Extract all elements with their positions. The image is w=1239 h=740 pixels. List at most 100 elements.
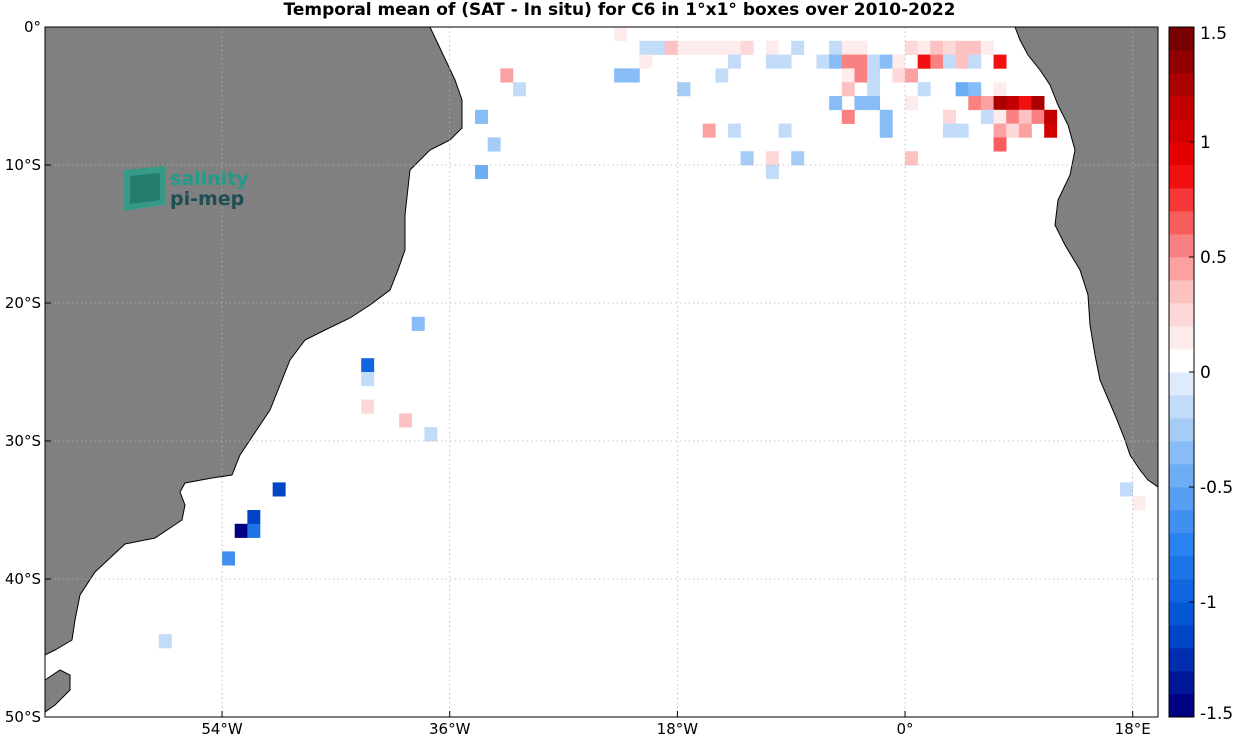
heatmap-cell xyxy=(829,96,843,111)
colorbar-swatch xyxy=(1169,188,1194,212)
heatmap-cell xyxy=(702,40,716,55)
colorbar-swatch xyxy=(1169,142,1194,166)
heatmap-cell xyxy=(892,54,906,69)
heatmap-cell xyxy=(942,123,956,138)
heatmap-cell xyxy=(234,523,248,538)
heatmap-cell xyxy=(841,40,855,55)
heatmap-cell xyxy=(917,82,931,97)
colorbar-swatch xyxy=(1169,556,1194,580)
map-title: Temporal mean of (SAT - In situ) for C6 … xyxy=(283,0,956,20)
heatmap-cell xyxy=(1031,109,1045,124)
heatmap-cell xyxy=(247,523,261,538)
logo-mark-shadow-icon xyxy=(130,173,160,204)
heatmap-cell xyxy=(993,54,1007,69)
heatmap-cells xyxy=(158,27,1146,649)
heatmap-cell xyxy=(1031,96,1045,111)
heatmap-cell xyxy=(905,40,918,55)
heatmap-cell xyxy=(1006,96,1020,111)
heatmap-cell xyxy=(854,96,868,111)
heatmap-cell xyxy=(980,40,994,55)
heatmap-cell xyxy=(765,165,779,180)
colorbar-swatch xyxy=(1169,119,1194,143)
plot-frame xyxy=(44,26,1159,718)
heatmap-cell xyxy=(968,54,982,69)
heatmap-cell xyxy=(740,151,754,166)
colorbar-swatch xyxy=(1169,27,1194,51)
heatmap-cell xyxy=(980,96,994,111)
heatmap-cell xyxy=(361,358,375,373)
heatmap-cell xyxy=(879,54,893,69)
map-plot-area: 54°W 36°W 18°W 0° 18°E 0° 10°S 20°S 30°S 40°S 50°… xyxy=(5,18,1159,738)
heatmap-cell xyxy=(652,40,666,55)
heatmap-cell xyxy=(361,399,375,414)
colorbar-tick-label: 1 xyxy=(1200,133,1211,153)
heatmap-cell xyxy=(879,123,893,138)
heatmap-cell xyxy=(778,54,792,69)
heatmap-cell xyxy=(905,96,918,111)
heatmap-cell xyxy=(905,68,918,83)
colorbar-swatch xyxy=(1169,326,1194,350)
heatmap-cell xyxy=(791,40,805,55)
heatmap-cell xyxy=(690,40,703,55)
heatmap-cell xyxy=(727,123,741,138)
heatmap-cell xyxy=(968,82,982,97)
lon-tick-label: 0° xyxy=(897,720,914,738)
lon-tick-label: 18°W xyxy=(657,720,699,738)
heatmap-cell xyxy=(1018,96,1032,111)
heatmap-cell xyxy=(626,68,640,83)
lon-tick-label: 36°W xyxy=(429,720,471,738)
heatmap-cell xyxy=(955,40,969,55)
colorbar-swatch xyxy=(1169,73,1194,97)
heatmap-cell xyxy=(639,40,653,55)
colorbar-tick-label: 0 xyxy=(1200,363,1211,383)
lat-tick-label: 20°S xyxy=(5,294,41,312)
heatmap-cell xyxy=(968,40,982,55)
heatmap-cell xyxy=(993,109,1007,124)
colorbar-swatch xyxy=(1169,50,1194,74)
colorbar-swatch xyxy=(1169,671,1194,695)
lat-tick-label: 0° xyxy=(24,18,41,36)
heatmap-cell xyxy=(512,82,526,97)
heatmap-cell xyxy=(854,54,868,69)
heatmap-cell xyxy=(765,40,779,55)
colorbar-tick-label: -1 xyxy=(1200,593,1217,613)
heatmap-cell xyxy=(1018,109,1032,124)
lat-tick-label: 40°S xyxy=(5,570,41,588)
heatmap-cell xyxy=(765,54,779,69)
logo-line1: salinity xyxy=(170,168,249,190)
colorbar-swatch xyxy=(1169,625,1194,649)
heatmap-cell xyxy=(715,40,729,55)
longitude-ticks: 54°W 36°W 18°W 0° 18°E xyxy=(201,711,1151,738)
heatmap-cell xyxy=(1120,482,1134,497)
heatmap-cell xyxy=(816,54,830,69)
heatmap-cell xyxy=(829,40,843,55)
heatmap-cell xyxy=(1018,123,1032,138)
heatmap-cell xyxy=(930,54,944,69)
colorbar-ticks: 1.5 1 0.5 0 -0.5 -1 -1.5 xyxy=(1189,24,1233,724)
colorbar-swatch xyxy=(1169,234,1194,258)
heatmap-cell xyxy=(158,634,172,649)
lat-tick-label: 10°S xyxy=(5,156,41,174)
heatmap-cell xyxy=(1006,123,1020,138)
heatmap-cell xyxy=(867,68,881,83)
colorbar-swatch xyxy=(1169,211,1194,235)
lat-tick-label: 30°S xyxy=(5,432,41,450)
africa-land xyxy=(1014,26,1159,488)
heatmap-cell xyxy=(765,151,779,166)
colorbar-swatch xyxy=(1169,165,1194,189)
heatmap-cell xyxy=(968,96,982,111)
heatmap-cell xyxy=(942,54,956,69)
heatmap-cell xyxy=(905,151,918,166)
heatmap-cell xyxy=(917,40,931,55)
heatmap-cell xyxy=(993,137,1007,152)
heatmap-cell xyxy=(955,123,969,138)
heatmap-cell xyxy=(475,165,488,180)
colorbar-swatch xyxy=(1169,602,1194,626)
heatmap-cell xyxy=(791,151,805,166)
heatmap-cell xyxy=(980,109,994,124)
heatmap-cell xyxy=(664,40,678,55)
colorbar-swatch xyxy=(1169,579,1194,603)
heatmap-cell xyxy=(955,82,969,97)
heatmap-cell xyxy=(993,123,1007,138)
